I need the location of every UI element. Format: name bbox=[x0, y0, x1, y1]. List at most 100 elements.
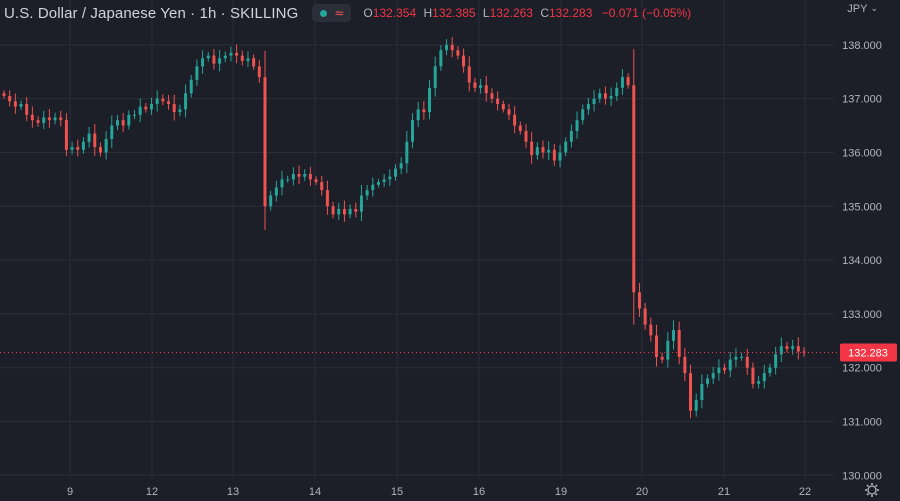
candle bbox=[13, 93, 17, 114]
candle bbox=[70, 141, 74, 155]
candle bbox=[376, 178, 380, 188]
candle-body bbox=[496, 98, 500, 105]
candle bbox=[592, 90, 596, 112]
candle-body bbox=[569, 130, 573, 142]
candle-body bbox=[286, 179, 290, 181]
candle-body bbox=[439, 50, 443, 67]
settings-gear-icon[interactable] bbox=[865, 483, 879, 497]
candle bbox=[666, 332, 670, 368]
candle bbox=[660, 352, 664, 364]
candle bbox=[59, 110, 63, 127]
candle-body bbox=[660, 356, 664, 360]
candle-body bbox=[734, 356, 738, 360]
symbol-title[interactable]: U.S. Dollar / Japanese Yen · 1h · SKILLI… bbox=[4, 4, 299, 22]
candle bbox=[723, 363, 727, 375]
candle-body bbox=[161, 98, 165, 102]
candle bbox=[393, 164, 397, 181]
candle-body bbox=[723, 367, 727, 371]
candle bbox=[64, 113, 68, 157]
market-status-badge[interactable]: ≈ bbox=[312, 4, 352, 22]
candle-body bbox=[257, 66, 261, 78]
candle bbox=[654, 324, 658, 367]
candle bbox=[47, 109, 51, 128]
candle-body bbox=[212, 55, 216, 64]
candle-body bbox=[422, 109, 426, 113]
candle bbox=[796, 337, 800, 360]
candle-body bbox=[189, 79, 193, 94]
candle bbox=[677, 321, 681, 365]
candle-body bbox=[473, 82, 477, 88]
candle bbox=[42, 110, 46, 129]
candle bbox=[603, 86, 607, 105]
grid-lines bbox=[0, 0, 834, 478]
candle-body bbox=[172, 104, 176, 113]
change-value: −0.071 (−0.05%) bbox=[601, 6, 692, 20]
candle bbox=[501, 100, 505, 113]
candle-body bbox=[774, 354, 778, 368]
candle-body bbox=[637, 292, 641, 309]
candle-body bbox=[81, 141, 85, 150]
candle-body bbox=[694, 399, 698, 411]
candle bbox=[269, 190, 273, 211]
candle-body bbox=[450, 44, 454, 51]
candle-body bbox=[535, 147, 539, 156]
candle-body bbox=[25, 104, 29, 115]
candle-body bbox=[558, 152, 562, 161]
candle bbox=[706, 374, 710, 388]
candle-body bbox=[416, 109, 420, 121]
candle-body bbox=[603, 93, 607, 99]
candle bbox=[201, 50, 205, 74]
candle bbox=[155, 90, 159, 112]
candle bbox=[411, 113, 415, 148]
candle-body bbox=[19, 104, 23, 107]
candle-body bbox=[649, 324, 653, 336]
candle-body bbox=[666, 340, 670, 360]
candle bbox=[382, 174, 386, 187]
candle-body bbox=[779, 346, 783, 355]
candle bbox=[428, 79, 432, 120]
y-tick-label: 131.000 bbox=[842, 417, 882, 429]
candle-body bbox=[348, 208, 352, 215]
open-value: 132.354 bbox=[372, 6, 417, 20]
candle-body bbox=[399, 163, 403, 169]
candle-body bbox=[677, 330, 681, 357]
candle bbox=[479, 78, 483, 94]
candle bbox=[388, 169, 392, 187]
last-price-label: 132.283 bbox=[848, 347, 888, 359]
candle-body bbox=[303, 173, 307, 177]
x-tick-label: 15 bbox=[391, 486, 403, 498]
candle-body bbox=[484, 85, 488, 94]
candle-body bbox=[138, 106, 142, 115]
candle bbox=[195, 59, 199, 86]
candle bbox=[564, 137, 568, 157]
candle-body bbox=[201, 58, 205, 67]
candle-body bbox=[64, 120, 68, 150]
candle-body bbox=[467, 66, 471, 83]
candle-body bbox=[184, 93, 188, 110]
currency-selector[interactable]: JPY ⌄ bbox=[847, 3, 878, 15]
candle-body bbox=[59, 117, 63, 121]
x-tick-label: 20 bbox=[636, 486, 648, 498]
candle-body bbox=[115, 120, 119, 126]
candle-body bbox=[643, 308, 647, 325]
candle bbox=[286, 175, 290, 183]
candle bbox=[552, 143, 556, 166]
y-tick-label: 132.000 bbox=[842, 363, 882, 375]
chart-header: U.S. Dollar / Japanese Yen · 1h · SKILLI… bbox=[4, 2, 691, 24]
candle-body bbox=[371, 184, 375, 191]
candle-body bbox=[507, 109, 511, 115]
candle bbox=[518, 121, 522, 135]
candle-body bbox=[785, 346, 789, 349]
candle-body bbox=[320, 182, 324, 191]
candle-body bbox=[564, 141, 568, 153]
candle bbox=[524, 123, 528, 148]
y-tick-label: 134.000 bbox=[842, 255, 882, 267]
candle-body bbox=[501, 104, 505, 110]
candle-body bbox=[728, 359, 732, 371]
candle-body bbox=[768, 367, 772, 374]
candle-body bbox=[150, 104, 154, 110]
candle bbox=[127, 110, 131, 130]
candle bbox=[581, 104, 585, 125]
